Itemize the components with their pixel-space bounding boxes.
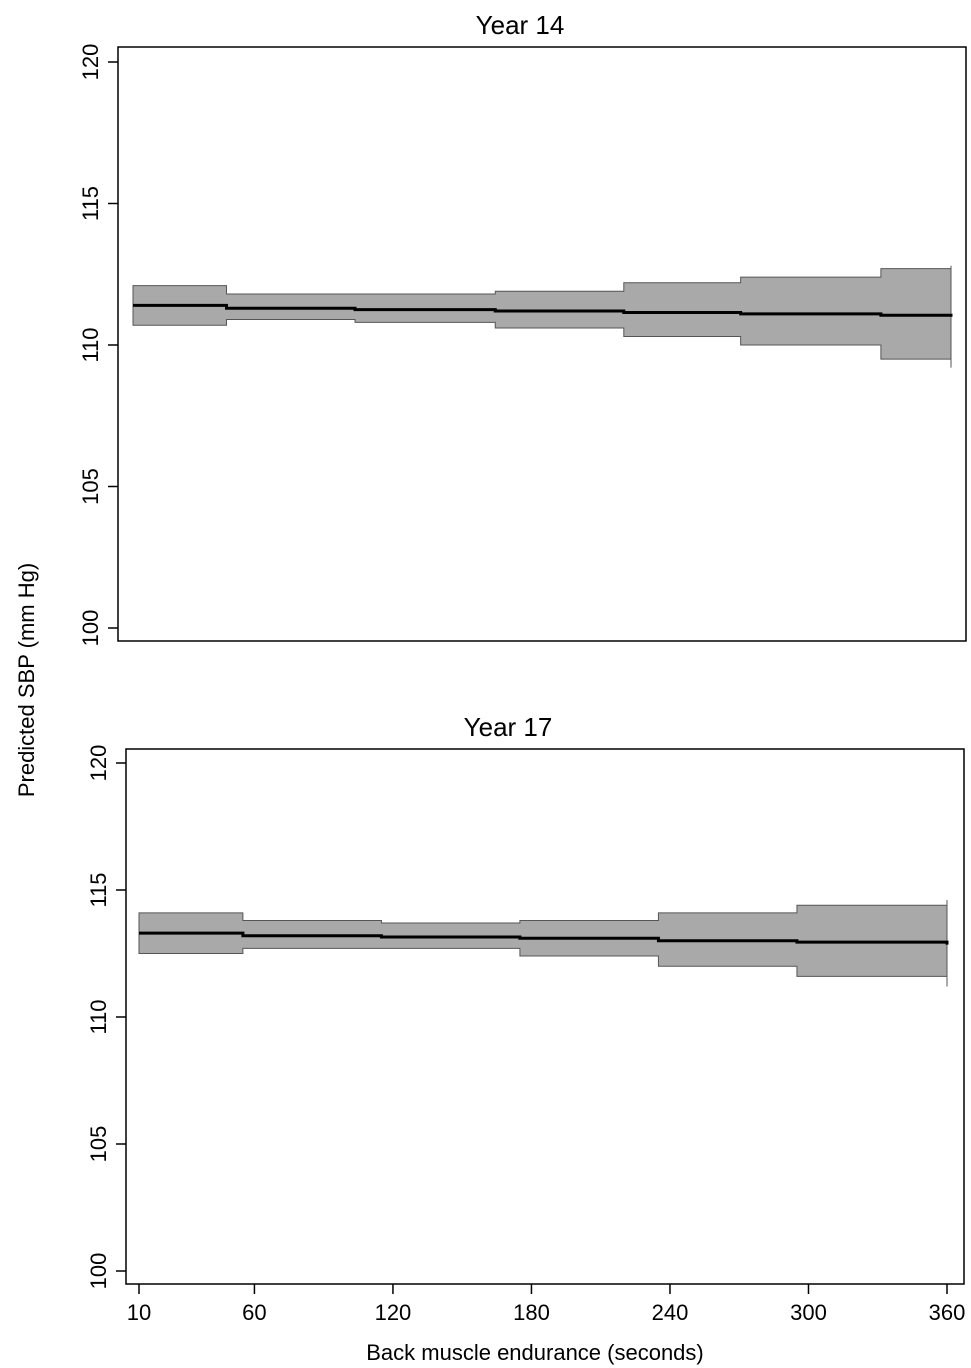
predicted-line — [133, 303, 953, 317]
plot-frame — [125, 748, 965, 1285]
x-tick-label: 240 — [652, 1300, 689, 1325]
y-tick-label: 105 — [86, 1126, 111, 1163]
y-tick-label: 115 — [78, 186, 103, 221]
y-tick-label: 100 — [78, 610, 103, 647]
x-axis-label: Back muscle endurance (seconds) — [366, 1340, 704, 1365]
x-tick-label: 300 — [790, 1300, 827, 1325]
y-tick-label: 120 — [78, 44, 103, 81]
panel-title: Year 17 — [464, 712, 553, 742]
plot-frame — [117, 46, 967, 642]
panel-year-17: Year 17 100 105 110 115 120 10 60 120 180 240 300 3… — [86, 712, 965, 1325]
y-tick-label: 110 — [86, 999, 111, 1034]
y-axis-label: Predicted SBP (mm Hg) — [14, 563, 39, 797]
x-tick-label: 360 — [929, 1300, 966, 1325]
x-tick-label: 60 — [242, 1300, 266, 1325]
y-tick-label: 100 — [86, 1253, 111, 1290]
panel-title: Year 14 — [476, 10, 565, 40]
plot-area: 100 105 110 115 120 10 60 120 180 240 300 360 — [86, 745, 965, 1325]
y-tick-label: 115 — [86, 872, 111, 907]
x-tick-label: 10 — [127, 1300, 151, 1325]
y-tick-label: 110 — [78, 327, 103, 362]
x-tick-label: 180 — [513, 1300, 550, 1325]
y-tick-label: 105 — [78, 468, 103, 505]
x-tick-label: 120 — [375, 1300, 412, 1325]
confidence-band — [132, 265, 952, 368]
panel-year-14: Year 14 100 105 110 115 120 — [78, 10, 967, 647]
y-tick-label: 120 — [86, 745, 111, 782]
plot-area: 100 105 110 115 120 — [78, 44, 953, 647]
predicted-line — [139, 931, 949, 945]
